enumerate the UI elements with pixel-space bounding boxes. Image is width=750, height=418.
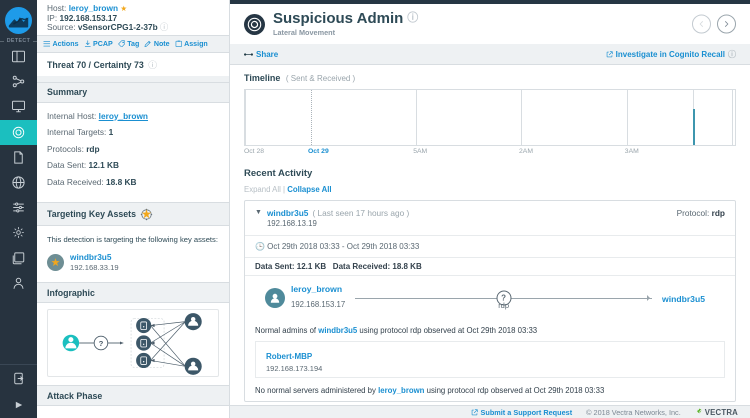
svg-text:?: ? (99, 339, 104, 348)
